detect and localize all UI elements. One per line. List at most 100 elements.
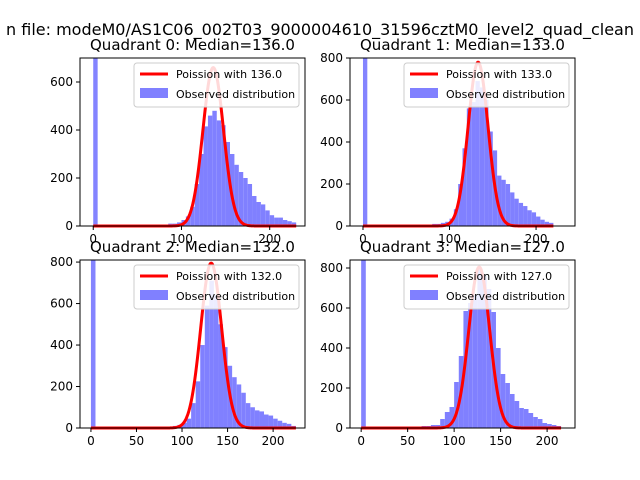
y-tick-label: 200 <box>50 380 73 394</box>
histogram-bar <box>458 184 463 226</box>
legend-box <box>133 264 300 310</box>
histogram-bar <box>527 210 532 226</box>
histogram-bar <box>362 58 368 226</box>
x-tick-label: 200 <box>258 232 281 246</box>
histogram-bar <box>90 260 96 428</box>
histogram-bar <box>542 423 548 428</box>
histogram-bar <box>238 172 244 226</box>
histogram-bar <box>200 345 205 428</box>
histogram-bar <box>495 348 501 428</box>
histogram-bar <box>519 408 524 428</box>
y-tick-label: 0 <box>335 219 343 233</box>
histogram-bar <box>241 392 246 428</box>
histogram-bar <box>536 216 541 226</box>
x-tick-label: 100 <box>443 434 466 448</box>
histogram-bar <box>468 303 473 428</box>
x-tick-label: 200 <box>262 434 285 448</box>
histogram-bar <box>278 217 283 226</box>
histogram-bar <box>475 81 480 226</box>
histogram-bar <box>505 383 510 428</box>
axes-frame <box>79 259 306 429</box>
histogram-bar <box>93 58 98 226</box>
histogram-bar <box>444 412 450 428</box>
histogram-bar <box>225 142 230 226</box>
histogram-bar <box>260 204 266 226</box>
histogram-bar <box>479 87 485 227</box>
histogram-bar <box>453 209 459 226</box>
legend-box <box>133 62 300 108</box>
legend: Poission with 136.0 Observed distribution <box>133 62 300 108</box>
histogram-bar <box>533 417 538 428</box>
histogram-bar <box>209 280 214 428</box>
histogram-bar <box>268 415 274 428</box>
histogram-bar <box>236 384 242 428</box>
histogram-bar <box>544 221 550 226</box>
histogram-bar <box>514 401 520 428</box>
histogram-bar <box>195 381 201 428</box>
subplot-quadrant-1: Quadrant 1: Median=133.0 0 100 200 0 200 400 60… <box>320 36 576 246</box>
histogram-bar <box>277 420 283 428</box>
histogram-bar <box>549 222 554 226</box>
histogram-bar <box>243 178 248 226</box>
histogram-bar <box>203 126 208 226</box>
y-tick-label: 400 <box>320 135 343 149</box>
histogram-bar <box>265 210 270 226</box>
legend-entry-poisson: Poission with 133.0 <box>446 68 552 81</box>
histogram-bar <box>477 268 483 428</box>
histogram-bar <box>500 374 506 428</box>
histogram-bar <box>182 422 187 428</box>
histogram-bar <box>218 324 224 428</box>
x-tick-label: 150 <box>216 434 239 448</box>
y-tick-label: 800 <box>320 51 343 65</box>
histogram-bar <box>501 179 506 226</box>
histogram-bar <box>252 196 257 226</box>
x-tick-label: 50 <box>400 434 415 448</box>
histogram-bar <box>482 276 487 428</box>
histogram-bar <box>207 115 213 226</box>
histogram-bar <box>256 202 261 226</box>
histogram-bar <box>505 184 511 226</box>
x-tick-label: 50 <box>129 434 144 448</box>
subplots: Quadrant 0: Median=136.0 0 100 200 0 200 400 60… <box>50 36 576 448</box>
histogram-bar <box>213 295 219 428</box>
histogram-bar <box>250 407 255 428</box>
legend-box <box>403 62 570 108</box>
legend-entry-observed: Observed distribution <box>446 88 565 101</box>
subplot-title: Quadrant 3: Median=127.0 <box>360 238 565 256</box>
histogram-bar <box>523 409 529 428</box>
histogram-bar <box>194 184 200 226</box>
subplot-title: Quadrant 0: Median=136.0 <box>90 36 295 54</box>
histogram-bar <box>484 100 489 226</box>
histogram-bar <box>462 148 467 226</box>
y-tick-label: 0 <box>335 421 343 435</box>
legend-entry-poisson: Poission with 132.0 <box>176 270 282 283</box>
histogram-bar <box>216 120 222 226</box>
histogram-bar <box>471 102 476 226</box>
legend-entry-observed: Observed distribution <box>176 290 295 303</box>
histogram-bar <box>518 202 524 226</box>
histogram-bar <box>221 125 226 226</box>
histogram-bar <box>497 175 502 226</box>
x-tick-label: 0 <box>87 434 95 448</box>
histogram-bar <box>185 216 191 226</box>
histogram-bar <box>254 410 260 428</box>
x-tick-label: 0 <box>359 232 367 246</box>
legend-box <box>403 264 570 310</box>
x-tick-label: 100 <box>170 232 193 246</box>
legend-entry-poisson: Poission with 127.0 <box>446 270 552 283</box>
y-tick-label: 0 <box>65 219 73 233</box>
y-tick-label: 800 <box>50 255 73 269</box>
histogram-bar <box>514 198 519 226</box>
histogram-bar <box>234 164 239 226</box>
histogram-bar <box>488 131 493 226</box>
histogram-bar <box>486 289 492 428</box>
histogram-bar <box>273 418 278 428</box>
axes-frame <box>79 57 306 227</box>
y-tick-label: 400 <box>50 123 73 137</box>
histogram-bar <box>186 418 192 428</box>
y-tick-label: 400 <box>50 338 73 352</box>
histogram-bar <box>286 423 292 428</box>
histogram-bar <box>291 222 297 226</box>
subplot-title: Quadrant 1: Median=133.0 <box>360 36 565 54</box>
histogram-bar <box>269 215 275 226</box>
